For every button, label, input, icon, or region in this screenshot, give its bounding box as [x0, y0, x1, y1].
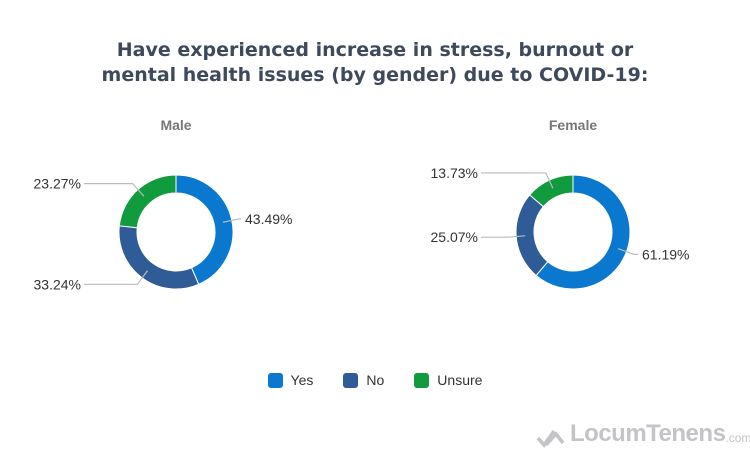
- legend-label: Unsure: [437, 372, 483, 388]
- legend-swatch: [414, 372, 430, 388]
- donut-slice-yes[interactable]: [535, 174, 631, 290]
- label-connector: [222, 218, 241, 223]
- label-connector: [617, 247, 638, 255]
- data-label: 25.07%: [431, 229, 478, 245]
- donut-slice-no[interactable]: [118, 225, 200, 290]
- data-label: 43.49%: [245, 211, 292, 227]
- watermark-logo: LocumTenens .com: [536, 420, 750, 448]
- legend-item-unsure[interactable]: Unsure: [414, 372, 482, 388]
- data-label: 61.19%: [642, 246, 689, 262]
- legend-item-no[interactable]: No: [343, 372, 384, 388]
- data-label: 33.24%: [34, 276, 81, 292]
- logo-check-icon: [536, 429, 565, 448]
- label-connector: [84, 183, 145, 197]
- chart-title: Have experienced increase in stress, bur…: [0, 38, 750, 88]
- legend-swatch: [267, 372, 283, 388]
- watermark-brand: LocumTenens: [570, 420, 726, 447]
- legend-swatch: [343, 372, 359, 388]
- legend-item-yes[interactable]: Yes: [267, 372, 314, 388]
- legend-label: Yes: [290, 372, 314, 388]
- donut-slice-unsure[interactable]: [118, 174, 177, 229]
- legend: Yes No Unsure: [0, 372, 750, 388]
- donut-slice-unsure[interactable]: [528, 174, 574, 208]
- legend-label: No: [366, 372, 385, 388]
- label-connector: [481, 235, 526, 238]
- female-subtitle: Female: [548, 117, 598, 133]
- label-connector: [84, 270, 149, 285]
- data-label: 13.73%: [431, 165, 478, 181]
- title-line-1: Have experienced increase in stress, bur…: [116, 39, 634, 61]
- data-label: 23.27%: [34, 176, 81, 192]
- donut-slice-no[interactable]: [515, 194, 549, 277]
- title-line-2: mental health issues (by gender) due to …: [101, 64, 649, 86]
- watermark-suffix: .com: [725, 431, 750, 445]
- label-connector: [481, 172, 554, 189]
- male-subtitle: Male: [160, 117, 192, 133]
- donut-slice-yes[interactable]: [175, 174, 234, 285]
